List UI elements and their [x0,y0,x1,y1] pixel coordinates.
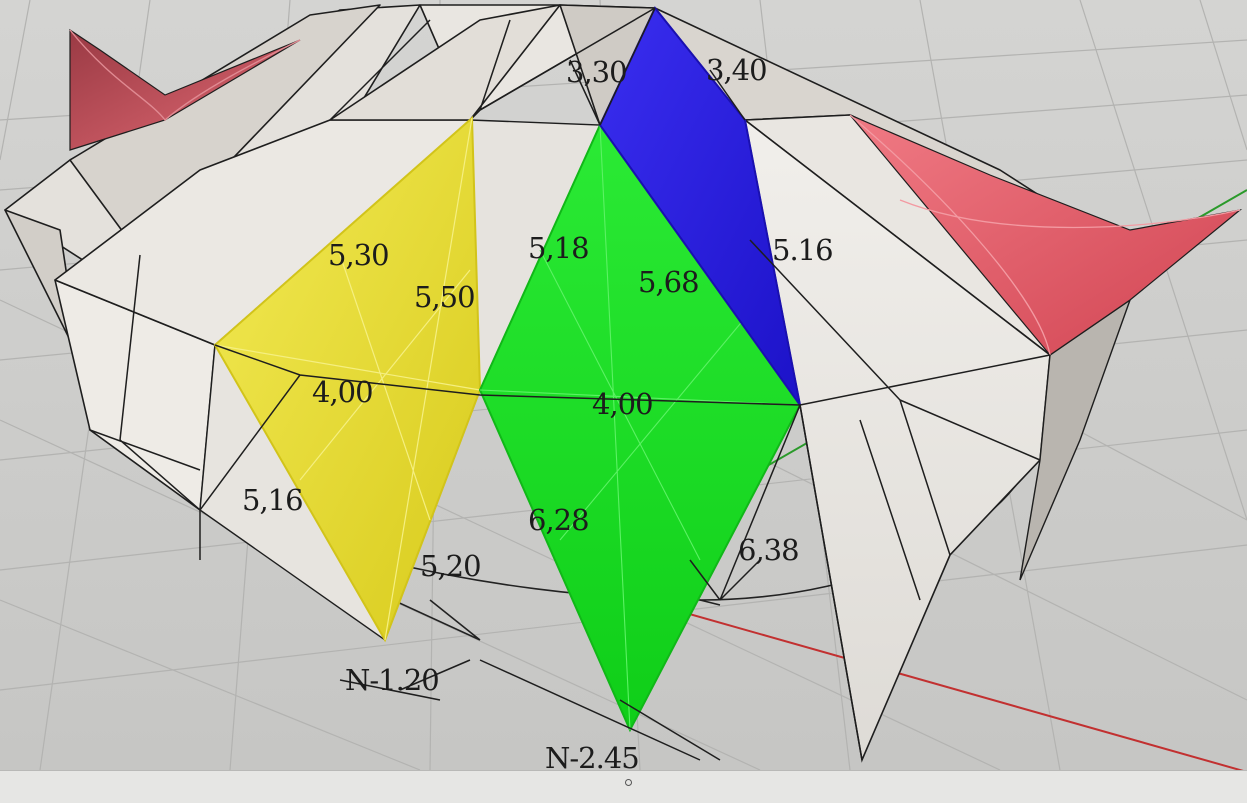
model-canvas[interactable]: 3,30 3,40 5,30 5,50 5,18 5,68 5.16 4,00 … [0,0,1247,770]
label-n-2-45: N-2.45 [545,741,639,770]
3d-viewport[interactable]: 3,30 3,40 5,30 5,50 5,18 5,68 5.16 4,00 … [0,0,1247,770]
label-5-18: 5,18 [528,231,589,265]
label-5-16-right: 5.16 [772,233,833,267]
label-5-16-left: 5,16 [242,483,303,517]
label-6-28: 6,28 [528,503,589,537]
label-5-20: 5,20 [420,549,481,583]
red-fin-left-edge [69,29,301,122]
label-4-00-left: 4,00 [312,375,373,409]
label-5-30: 5,30 [328,238,389,272]
status-indicator-icon [625,779,632,786]
red-fin-right-edge [849,114,1241,356]
label-6-38: 6,38 [738,533,799,567]
label-4-00-right: 4,00 [592,387,653,421]
label-3-40: 3,40 [706,53,767,87]
canopy-back [4,4,1071,511]
edge-lines [89,7,1051,761]
status-bar [0,770,1247,803]
label-3-30: 3,30 [566,55,627,89]
label-5-68: 5,68 [638,265,699,299]
x-axis-line [639,599,1244,770]
label-5-50: 5,50 [414,280,475,314]
dimension-labels: 3,30 3,40 5,30 5,50 5,18 5,68 5.16 4,00 … [242,53,834,770]
label-n-1-20: N-1.20 [345,663,439,697]
